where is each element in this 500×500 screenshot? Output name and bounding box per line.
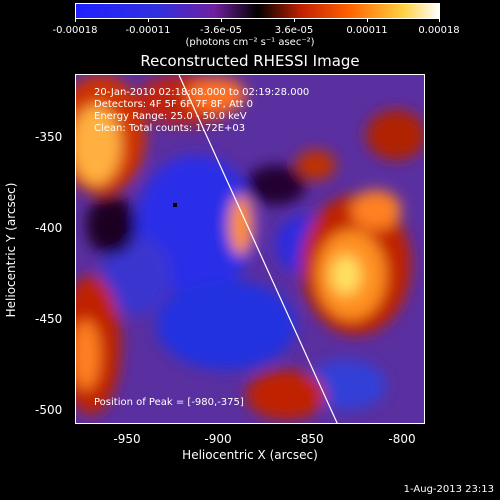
colorbar-tick: 0.00011 <box>346 25 388 36</box>
y-tick: -350 <box>35 130 63 144</box>
x-tick: -800 <box>388 432 416 446</box>
x-tick: -950 <box>113 432 141 446</box>
colorbar-tick: -3.6e-05 <box>200 25 242 36</box>
info-counts: Clean: Total counts: 1.72E+03 <box>94 123 246 134</box>
colorbar <box>75 3 440 19</box>
solar-limb-line <box>178 75 338 423</box>
image-title: Reconstructed RHESSI Image <box>140 52 360 70</box>
info-time: 20-Jan-2010 02:18:08.000 to 02:19:28.000 <box>94 87 310 98</box>
y-tick: -500 <box>35 403 63 417</box>
y-tick: -450 <box>35 312 63 326</box>
info-detectors: Detectors: 4F 5F 6F 7F 8F, Att 0 <box>94 99 254 110</box>
x-axis-label: Heliocentric X (arcsec) <box>182 448 318 462</box>
colorbar-tick: 3.6e-05 <box>274 25 314 36</box>
rhessi-image: 20-Jan-2010 02:18:08.000 to 02:19:28.000… <box>75 74 425 424</box>
y-axis-label: Heliocentric Y (arcsec) <box>4 182 18 318</box>
info-energy: Energy Range: 25.0 - 50.0 keV <box>94 111 247 122</box>
timestamp: 1-Aug-2013 23:13 <box>403 484 494 495</box>
y-tick: -400 <box>35 221 63 235</box>
x-tick: -900 <box>204 432 232 446</box>
colorbar-tick: -0.00011 <box>125 25 171 36</box>
info-peak: Position of Peak = [-980,-375] <box>94 397 244 408</box>
colorbar-tick: 0.00018 <box>418 25 460 36</box>
colorbar-tick: -0.00018 <box>52 25 98 36</box>
colorbar-units: (photons cm⁻² s⁻¹ asec⁻²) <box>185 37 315 48</box>
x-tick: -850 <box>296 432 324 446</box>
